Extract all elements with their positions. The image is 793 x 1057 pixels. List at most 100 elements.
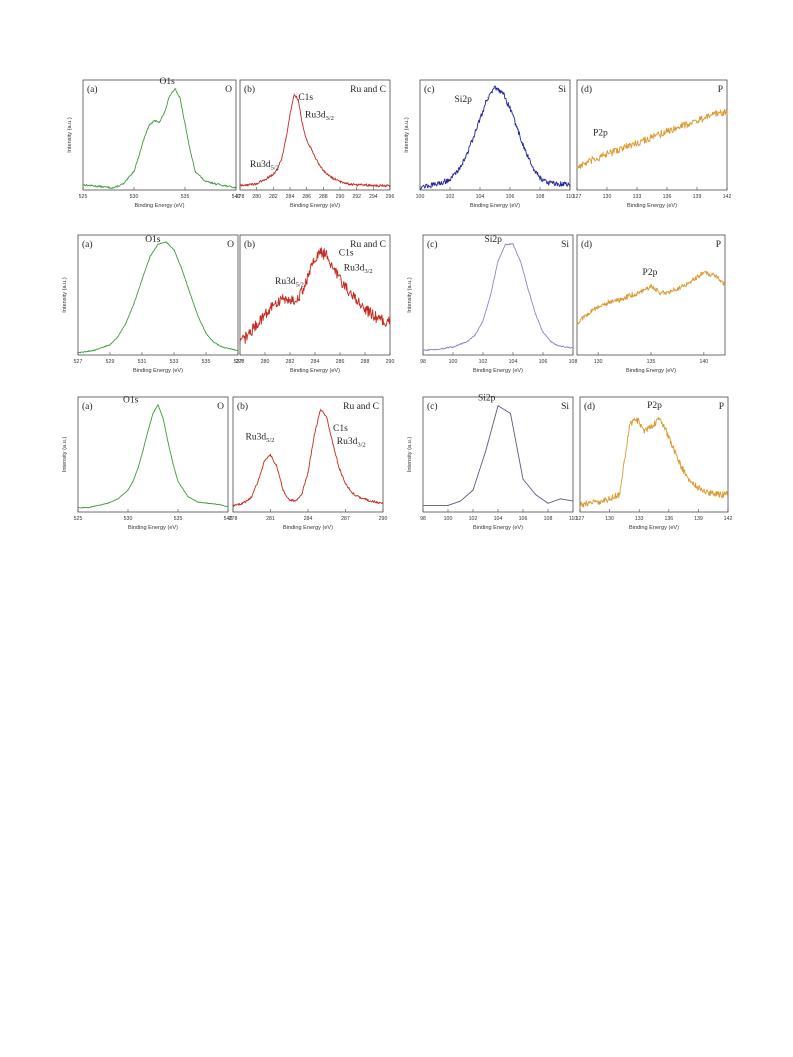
- x-tick-label: 140: [700, 359, 709, 365]
- data-point: [696, 120, 698, 122]
- data-point: [215, 183, 217, 185]
- x-tick-label: 294: [369, 194, 378, 200]
- data-point: [472, 489, 474, 491]
- data-point: [289, 113, 291, 116]
- data-point: [524, 149, 526, 151]
- data-point: [314, 155, 316, 158]
- data-point: [177, 480, 179, 482]
- data-point: [456, 170, 459, 172]
- plot-frame: [579, 396, 729, 513]
- data-point: [295, 299, 297, 301]
- data-point: [351, 491, 353, 493]
- data-point: [434, 184, 436, 186]
- data-point: [133, 302, 135, 305]
- x-axis-label: Binding Energy (eV): [626, 368, 676, 374]
- data-point: [471, 139, 474, 141]
- x-tick-label: 527: [74, 359, 83, 365]
- xps-panel-r1b: 278 280 282 284 286 288 290 292 294 296 Binding En…: [236, 79, 394, 209]
- data-point: [650, 285, 652, 288]
- x-tick-label: 286: [336, 359, 345, 365]
- data-point: [599, 500, 601, 502]
- spectrum-line: [239, 247, 391, 345]
- x-tick-label: 106: [519, 516, 528, 522]
- data-point: [447, 504, 449, 507]
- data-point: [484, 451, 487, 453]
- data-point: [272, 173, 274, 175]
- data-point: [149, 256, 151, 258]
- xps-panel-r2d: 130 135 140 Binding Energy (eV) (d) P P2p: [576, 234, 726, 374]
- x-tick-label: 108: [569, 359, 578, 365]
- x-axis-label: Binding Energy (eV): [133, 368, 183, 374]
- data-point: [288, 499, 290, 501]
- data-point: [162, 417, 164, 419]
- data-point: [531, 166, 534, 168]
- data-point: [227, 505, 229, 508]
- data-point: [264, 178, 266, 181]
- data-point: [107, 502, 109, 504]
- data-point: [187, 496, 189, 498]
- x-tick-label: 535: [174, 516, 183, 522]
- data-point: [148, 124, 150, 126]
- element-label: O: [227, 240, 234, 250]
- data-point: [247, 184, 249, 186]
- data-point: [172, 463, 174, 465]
- x-tick-label: 98: [420, 516, 426, 522]
- data-point: [77, 507, 79, 509]
- data-point: [382, 502, 384, 504]
- data-point: [285, 139, 287, 141]
- data-point: [422, 504, 424, 507]
- data-point: [269, 454, 272, 456]
- data-point: [347, 183, 349, 185]
- data-point: [333, 267, 335, 269]
- panel-letter: (a): [82, 239, 93, 250]
- data-point: [697, 487, 700, 489]
- data-point: [668, 436, 670, 439]
- x-tick-label: 142: [724, 516, 733, 522]
- x-tick-label: 282: [286, 359, 295, 365]
- data-point: [137, 467, 139, 469]
- data-point: [572, 500, 574, 502]
- data-point: [87, 507, 89, 509]
- data-point: [713, 274, 716, 276]
- x-tick-label: 130: [594, 359, 603, 365]
- spectrum-line: [423, 405, 574, 506]
- x-axis-label: Binding Energy (eV): [629, 525, 679, 531]
- data-point: [501, 91, 504, 94]
- data-point: [589, 502, 591, 504]
- data-point: [301, 493, 303, 496]
- x-tick-label: 100: [444, 516, 453, 522]
- data-point: [539, 176, 541, 179]
- data-point: [557, 345, 559, 347]
- x-tick-label: 106: [506, 194, 515, 200]
- x-axis-label: Binding Energy (eV): [473, 368, 523, 374]
- x-tick-label: 286: [302, 194, 311, 200]
- data-point: [237, 349, 239, 352]
- data-point: [687, 478, 690, 480]
- x-tick-label: 139: [693, 194, 702, 200]
- panel-letter: (b): [244, 84, 255, 95]
- c1s-label: C1s: [298, 93, 313, 103]
- peak-label: Si2p: [478, 393, 496, 403]
- data-point: [656, 134, 658, 137]
- data-point: [639, 291, 642, 293]
- x-tick-label: 136: [663, 194, 672, 200]
- data-point: [308, 274, 310, 276]
- x-tick-label: 102: [479, 359, 488, 365]
- element-label: Si: [561, 402, 569, 412]
- data-point: [314, 258, 316, 260]
- data-point: [133, 170, 135, 172]
- data-point: [125, 322, 127, 324]
- xps-panel-r2b: 278 280 282 284 286 288 290 Binding Energy (eV)…: [236, 234, 394, 374]
- data-point: [512, 243, 514, 245]
- spectrum-line: [579, 417, 729, 509]
- plot-frame: [77, 396, 229, 513]
- data-point: [542, 331, 544, 333]
- data-point: [479, 118, 481, 120]
- x-tick-label: 127: [576, 516, 585, 522]
- spectrum-line: [82, 88, 237, 189]
- xps-panel-r1c: 100 102 104 106 108 110 Binding Energy (eV) Int…: [404, 79, 574, 209]
- data-point: [572, 347, 574, 349]
- data-point: [559, 498, 562, 500]
- spectrum-line: [232, 409, 384, 507]
